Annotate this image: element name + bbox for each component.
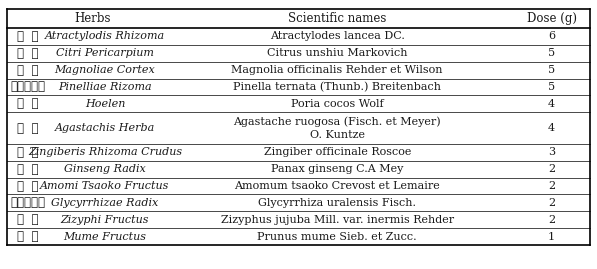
Text: 厄  朴: 厄 朴 [17, 64, 38, 77]
Text: Citri Pericarpium: Citri Pericarpium [56, 48, 154, 58]
Text: Panax ginseng C.A Mey: Panax ginseng C.A Mey [271, 164, 404, 174]
Text: Zingiberis Rhizoma Crudus: Zingiberis Rhizoma Crudus [28, 147, 182, 157]
Text: Pinelliae Rizoma: Pinelliae Rizoma [58, 82, 152, 92]
Text: 2: 2 [548, 164, 555, 174]
Text: Atractylodes lancea DC.: Atractylodes lancea DC. [270, 31, 405, 41]
Text: Herbs: Herbs [75, 12, 111, 25]
Text: Zizyphi Fructus: Zizyphi Fructus [61, 215, 149, 225]
Text: Scientific names: Scientific names [288, 12, 386, 25]
Text: 萢  朮: 萢 朮 [17, 30, 38, 43]
Text: Atractylodis Rhizoma: Atractylodis Rhizoma [45, 31, 165, 41]
Text: Magnolia officinalis Rehder et Wilson: Magnolia officinalis Rehder et Wilson [232, 65, 443, 75]
Text: Prunus mume Sieb. et Zucc.: Prunus mume Sieb. et Zucc. [257, 232, 417, 242]
Text: Mume Fructus: Mume Fructus [63, 232, 146, 242]
Text: Agastachis Herba: Agastachis Herba [55, 123, 155, 133]
Text: Citrus unshiu Markovich: Citrus unshiu Markovich [267, 48, 408, 58]
Text: 人  艹: 人 艹 [17, 163, 38, 176]
Text: 2: 2 [548, 215, 555, 225]
Text: 鳥  梅: 鳥 梅 [17, 230, 38, 243]
Text: Ginseng Radix: Ginseng Radix [64, 164, 146, 174]
Text: 1: 1 [548, 232, 555, 242]
Text: 4: 4 [548, 99, 555, 109]
Text: 生  薑: 生 薑 [17, 146, 38, 159]
Text: Poria cocos Wolf: Poria cocos Wolf [291, 99, 383, 109]
Text: 大  棗: 大 棗 [17, 213, 38, 226]
Text: Zingiber officinale Roscoe: Zingiber officinale Roscoe [263, 147, 411, 157]
Text: 6: 6 [548, 31, 555, 41]
Text: 2: 2 [548, 181, 555, 191]
Text: 5: 5 [548, 82, 555, 92]
Text: 陳  皮: 陳 皮 [17, 47, 38, 60]
Text: Dose (g): Dose (g) [527, 12, 577, 25]
Text: 3: 3 [548, 147, 555, 157]
Text: Amomum tsaoko Crevost et Lemaire: Amomum tsaoko Crevost et Lemaire [235, 181, 440, 191]
Text: 甘草（炙）: 甘草（炙） [10, 196, 45, 209]
Text: 2: 2 [548, 198, 555, 208]
Text: 草  果: 草 果 [17, 179, 38, 193]
Text: Agastache ruogosa (Fisch. et Meyer)
O. Kuntze: Agastache ruogosa (Fisch. et Meyer) O. K… [233, 116, 441, 140]
Text: Amomi Tsaoko Fructus: Amomi Tsaoko Fructus [40, 181, 170, 191]
Text: Zizyphus jujuba Mill. var. inermis Rehder: Zizyphus jujuba Mill. var. inermis Rehde… [221, 215, 454, 225]
Text: 5: 5 [548, 65, 555, 75]
Text: Pinella ternata (Thunb.) Breitenbach: Pinella ternata (Thunb.) Breitenbach [233, 82, 441, 92]
Text: Glycyrrhizae Radix: Glycyrrhizae Radix [51, 198, 159, 208]
Text: 4: 4 [548, 123, 555, 133]
Text: Magnoliae Cortex: Magnoliae Cortex [54, 65, 155, 75]
Text: 5: 5 [548, 48, 555, 58]
Text: Hoelen: Hoelen [85, 99, 125, 109]
Text: 茨  苓: 茨 苓 [17, 97, 38, 110]
Text: Glycyrrhiza uralensis Fisch.: Glycyrrhiza uralensis Fisch. [259, 198, 416, 208]
Text: 半夏（製）: 半夏（製） [10, 80, 45, 94]
Text: 莆  香: 莆 香 [17, 122, 38, 134]
